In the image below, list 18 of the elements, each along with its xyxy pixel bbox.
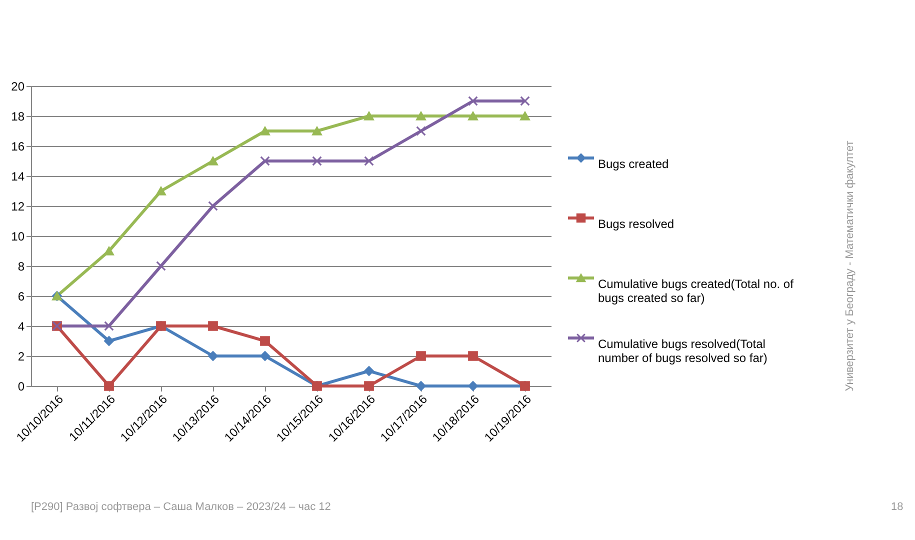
legend-label: Bugs resolved xyxy=(598,217,674,231)
y-tick-label: 10 xyxy=(11,230,25,244)
y-tick-label: 4 xyxy=(18,320,25,334)
y-tick-label: 2 xyxy=(18,350,25,364)
y-tick-label: 8 xyxy=(18,260,25,274)
text: Универзитет у Београду - Математички факултет xyxy=(844,140,856,392)
legend-label: Cumulative bugs resolved(Total number of bugs resolved so far) xyxy=(598,337,768,365)
y-tick-label: 20 xyxy=(11,80,25,94)
y-tick-label: 16 xyxy=(11,140,25,154)
y-tick-label: 18 xyxy=(11,110,25,124)
y-tick-label: 14 xyxy=(11,170,25,184)
y-tick-label: 6 xyxy=(18,290,25,304)
y-tick-label: 12 xyxy=(11,200,25,214)
legend-label: Cumulative bugs created(Total no. of bugs created so far) xyxy=(598,277,794,305)
text: 18 xyxy=(891,501,904,513)
y-tick-label: 0 xyxy=(18,380,25,394)
text: [P290] Развој софтвера – Саша Малков – 2023/24 – час 12 xyxy=(31,501,331,513)
legend-label: Bugs created xyxy=(598,157,669,171)
